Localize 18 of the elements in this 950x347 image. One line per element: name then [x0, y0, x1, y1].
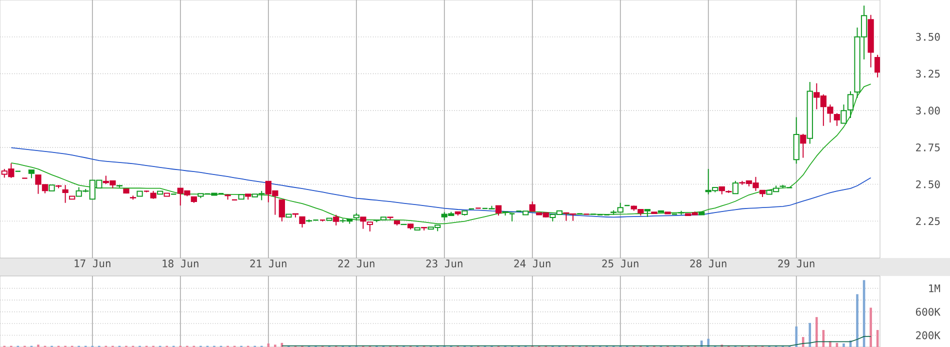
y-tick-label: 1M — [929, 284, 940, 292]
y-tick-label: 200K — [916, 331, 940, 340]
x-tick-label: 21 Jun — [250, 260, 286, 268]
x-tick-label: 22 Jun — [338, 260, 374, 268]
y-tick-label: 3.00 — [916, 106, 940, 115]
x-tick-label: 23 Jun — [426, 260, 462, 268]
y-tick-label: 2.50 — [916, 180, 940, 188]
x-tick-label: 18 Jun — [162, 260, 198, 268]
x-tick-label: 25 Jun — [602, 260, 638, 268]
y-tick-label: 3.25 — [916, 70, 940, 78]
x-tick-label: 29 Jun — [778, 260, 814, 268]
x-tick-label: 24 Jun — [514, 260, 550, 268]
y-tick-label: 3.50 — [916, 32, 940, 41]
y-tick-label: 2.75 — [916, 143, 940, 152]
x-tick-label: 28 Jun — [690, 260, 726, 268]
y-tick-label: 600K — [916, 308, 940, 316]
x-tick-label: 17 Jun — [74, 260, 110, 268]
y-tick-label: 2.25 — [916, 217, 940, 226]
